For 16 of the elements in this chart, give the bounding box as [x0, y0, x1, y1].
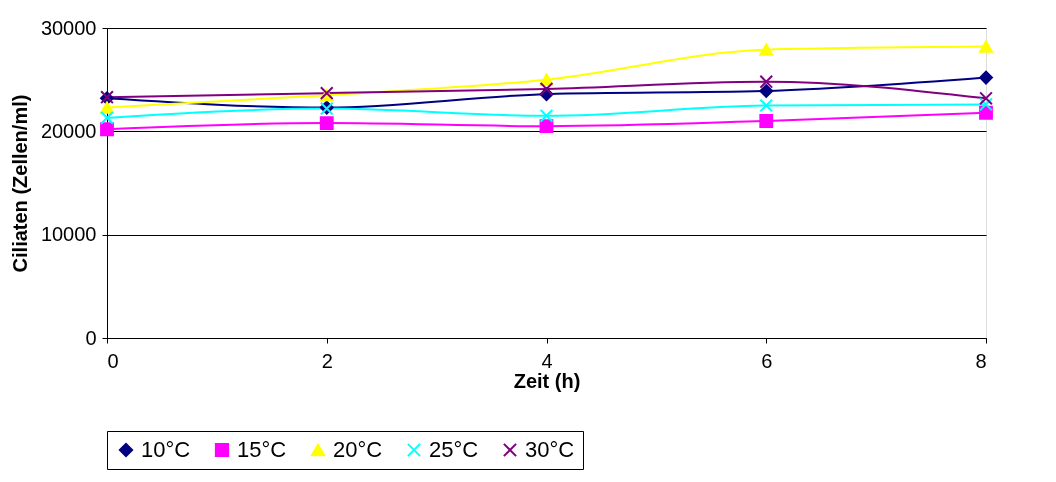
y-tick-label: 30000: [40, 16, 97, 39]
x-axis-title: Zeit (h): [513, 369, 581, 392]
x-tick-label: 0: [107, 349, 119, 372]
legend-label: 25°C: [429, 437, 479, 462]
y-tick-label: 10000: [40, 223, 97, 246]
legend-label: 10°C: [141, 437, 191, 462]
y-tick-label: 20000: [40, 119, 97, 142]
x-tick-label: 2: [321, 349, 333, 372]
legend-label: 20°C: [333, 437, 383, 462]
x-tick-label: 8: [975, 349, 987, 372]
x-tick-label: 4: [541, 349, 553, 372]
y-axis-title: Ciliaten (Zellen/ml): [8, 94, 31, 273]
legend-label: 15°C: [237, 437, 287, 462]
legend-label: 30°C: [525, 437, 575, 462]
x-tick-label: 6: [761, 349, 773, 372]
y-tick-label: 0: [85, 326, 97, 349]
